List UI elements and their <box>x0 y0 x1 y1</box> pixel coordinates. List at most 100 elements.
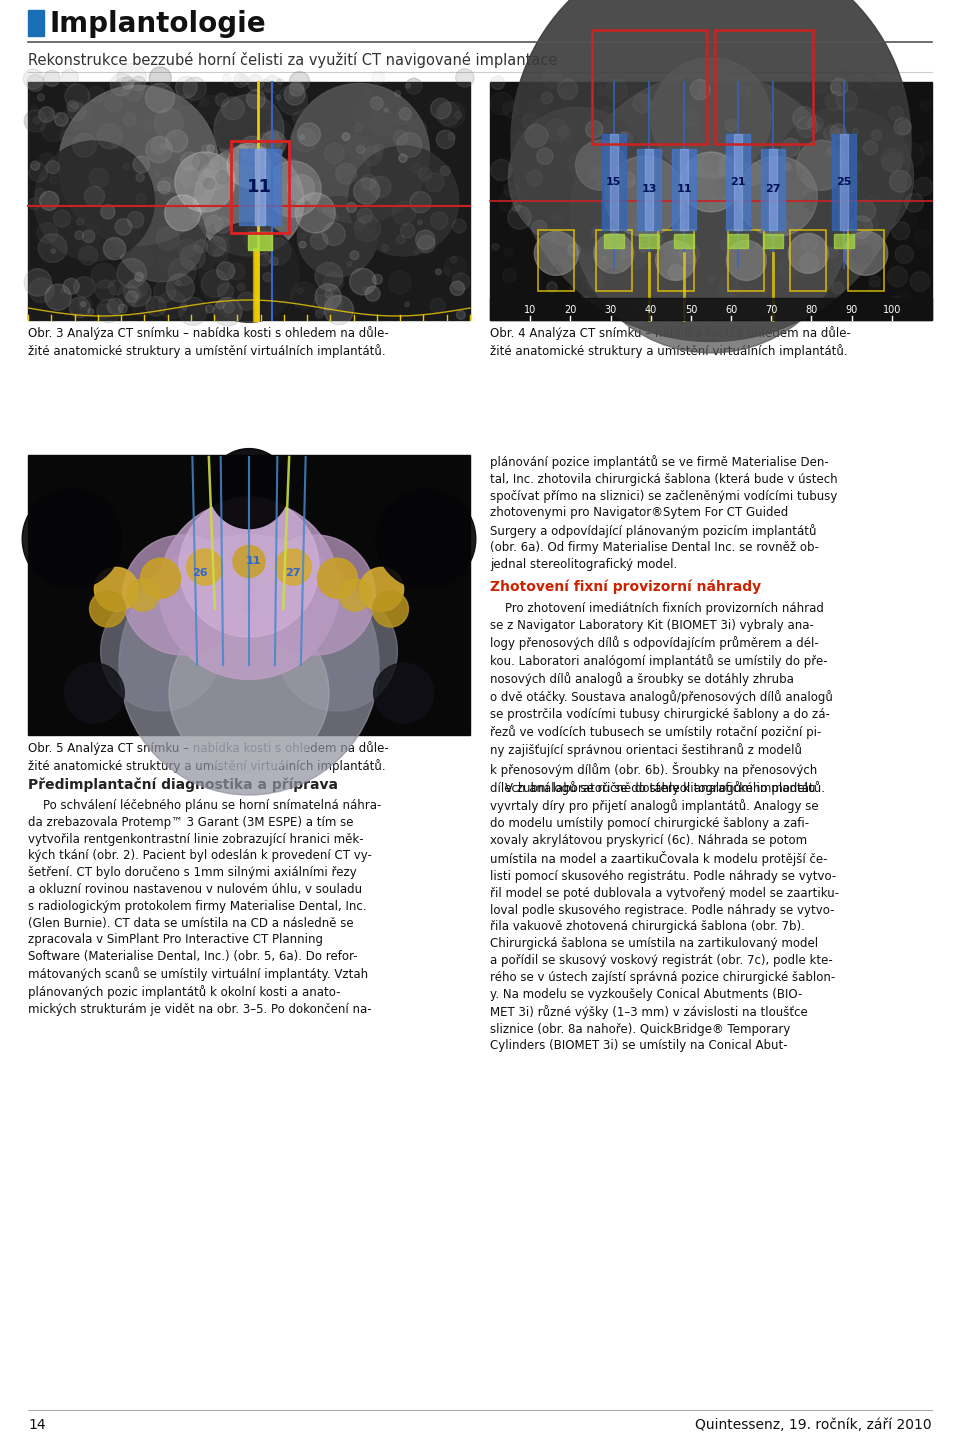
Circle shape <box>323 203 334 214</box>
Circle shape <box>593 233 634 273</box>
Circle shape <box>889 106 903 121</box>
Circle shape <box>825 92 844 111</box>
Circle shape <box>297 288 303 294</box>
Circle shape <box>721 239 733 252</box>
Circle shape <box>371 193 377 200</box>
Text: 80: 80 <box>805 305 818 315</box>
Circle shape <box>807 117 824 132</box>
Circle shape <box>347 203 356 213</box>
Circle shape <box>227 145 241 160</box>
Circle shape <box>158 291 186 318</box>
Circle shape <box>293 109 314 130</box>
Circle shape <box>288 92 295 99</box>
Circle shape <box>852 161 862 171</box>
Circle shape <box>112 78 137 102</box>
Circle shape <box>788 233 828 273</box>
Circle shape <box>27 75 43 91</box>
Circle shape <box>681 153 741 212</box>
Circle shape <box>258 253 271 266</box>
Circle shape <box>180 167 200 187</box>
Circle shape <box>151 137 169 154</box>
Circle shape <box>140 558 180 599</box>
Circle shape <box>292 112 300 121</box>
Circle shape <box>179 298 207 325</box>
Circle shape <box>205 235 212 240</box>
Circle shape <box>304 219 324 237</box>
Circle shape <box>504 183 518 197</box>
Bar <box>28 10 44 36</box>
Circle shape <box>250 167 253 171</box>
Circle shape <box>157 177 175 194</box>
Circle shape <box>217 262 234 281</box>
Circle shape <box>452 273 469 291</box>
Circle shape <box>179 496 319 637</box>
Circle shape <box>761 246 771 256</box>
Circle shape <box>872 130 882 141</box>
Circle shape <box>78 296 92 311</box>
Circle shape <box>213 248 228 262</box>
Text: V zubní laboratoři se do stereolitografického modelu
vyvrtaly díry pro přijetí a: V zubní laboratoři se do stereolitografi… <box>490 781 839 1052</box>
Circle shape <box>270 258 278 265</box>
Circle shape <box>680 243 700 263</box>
Circle shape <box>621 132 628 140</box>
Circle shape <box>744 237 756 248</box>
Circle shape <box>283 196 298 210</box>
Text: 100: 100 <box>882 305 901 315</box>
Text: 60: 60 <box>725 305 737 315</box>
Circle shape <box>381 245 389 252</box>
Circle shape <box>708 272 724 288</box>
Circle shape <box>721 199 730 206</box>
Circle shape <box>300 135 304 140</box>
Text: 40: 40 <box>644 305 657 315</box>
Circle shape <box>89 591 126 627</box>
Circle shape <box>713 180 729 194</box>
Circle shape <box>132 302 136 307</box>
Circle shape <box>329 164 346 180</box>
Circle shape <box>372 275 382 285</box>
Bar <box>729 230 764 292</box>
Circle shape <box>194 145 304 256</box>
Circle shape <box>161 180 183 203</box>
Circle shape <box>117 259 147 288</box>
Circle shape <box>370 109 396 135</box>
Circle shape <box>119 535 379 794</box>
Circle shape <box>830 78 848 95</box>
Circle shape <box>38 233 67 262</box>
Circle shape <box>218 283 233 299</box>
Circle shape <box>277 591 397 711</box>
Circle shape <box>405 83 411 88</box>
Circle shape <box>63 278 80 295</box>
Circle shape <box>318 558 357 599</box>
Text: plánování pozice implantátů se ve firmě Materialise Den-
tal, Inc. zhotovila chi: plánování pozice implantátů se ve firmě … <box>490 455 838 571</box>
Circle shape <box>716 304 723 312</box>
Bar <box>596 230 632 292</box>
Circle shape <box>895 245 913 263</box>
Circle shape <box>329 213 338 222</box>
Circle shape <box>202 144 210 154</box>
Circle shape <box>178 239 196 258</box>
Circle shape <box>885 296 906 318</box>
Bar <box>604 233 624 248</box>
Circle shape <box>126 291 137 302</box>
Circle shape <box>437 102 460 125</box>
Circle shape <box>852 245 872 265</box>
Circle shape <box>868 79 880 91</box>
Circle shape <box>537 148 553 164</box>
Circle shape <box>339 578 372 612</box>
Circle shape <box>372 591 408 627</box>
Circle shape <box>252 171 257 177</box>
Circle shape <box>602 256 607 260</box>
Circle shape <box>264 237 291 265</box>
Circle shape <box>89 168 108 187</box>
Circle shape <box>84 186 105 206</box>
Circle shape <box>394 130 408 145</box>
Circle shape <box>348 145 459 256</box>
Circle shape <box>414 250 419 255</box>
Circle shape <box>246 86 258 99</box>
Circle shape <box>897 292 910 305</box>
Circle shape <box>216 148 228 161</box>
Circle shape <box>571 73 851 353</box>
Circle shape <box>181 304 187 311</box>
Circle shape <box>255 535 375 655</box>
Circle shape <box>400 223 415 237</box>
